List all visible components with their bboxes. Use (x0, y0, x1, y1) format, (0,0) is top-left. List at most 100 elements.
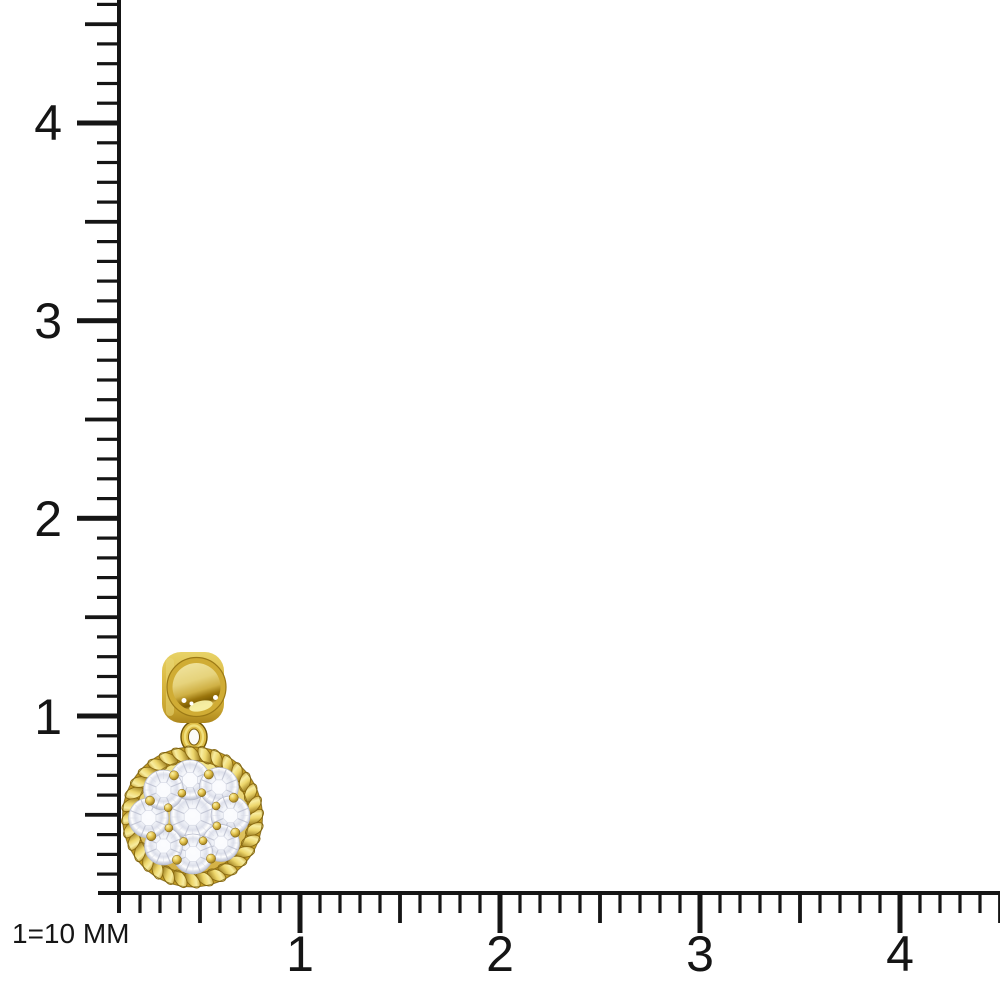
h-ruler-tick-minor (818, 891, 822, 913)
h-ruler-tick-minor (338, 891, 342, 913)
h-ruler-tick-minor (918, 891, 922, 913)
v-ruler-tick-medium (85, 615, 121, 620)
prong-bead (179, 837, 188, 846)
h-ruler-tick-minor (878, 891, 882, 913)
h-ruler-tick-minor (258, 891, 262, 913)
prong-bead (211, 801, 221, 811)
v-ruler-tick-minor (97, 338, 121, 342)
bail-sparkle-dot (213, 695, 218, 700)
prong-bead (203, 769, 214, 780)
h-ruler-tick-medium (798, 891, 802, 923)
h-ruler-tick-major (497, 891, 503, 933)
v-ruler-tick-minor (97, 240, 121, 244)
h-ruler-tick-minor (958, 891, 962, 913)
prong-bead (172, 854, 182, 865)
v-ruler-tick-minor (97, 160, 121, 165)
h-ruler-tick-minor (158, 891, 162, 913)
v-ruler-tick-minor (97, 358, 121, 362)
prong-bead (228, 792, 239, 803)
h-ruler-tick-minor (318, 891, 322, 913)
v-ruler-tick-minor (97, 556, 121, 560)
h-ruler-tick-medium (398, 891, 402, 923)
v-ruler-tick-major (77, 318, 121, 324)
v-ruler-tick-medium (85, 812, 121, 817)
prong-bead (197, 788, 207, 797)
rope-outer-edge (122, 746, 263, 888)
v-ruler-tick-minor (97, 477, 121, 481)
h-ruler-tick-minor (518, 891, 522, 913)
v-ruler-tick-major (77, 120, 121, 126)
v-ruler-tick-major (77, 515, 121, 521)
v-ruler-tick-minor (97, 437, 121, 441)
h-ruler-tick-minor (578, 891, 582, 913)
prong-bead (212, 821, 222, 831)
pendant (121, 745, 264, 889)
prong-bead (198, 836, 208, 846)
v-ruler-tick-minor (97, 259, 121, 263)
charm-photo (121, 652, 264, 889)
h-ruler-tick-minor (758, 891, 762, 913)
h-ruler-label-4: 4 (886, 926, 914, 982)
v-ruler-tick-minor (97, 872, 121, 876)
v-ruler-tick-minor (97, 595, 121, 599)
v-ruler-tick-minor (97, 694, 121, 698)
h-ruler-tick-minor (778, 891, 782, 913)
v-ruler-tick-minor (97, 655, 121, 659)
jump-ring-hole (188, 728, 200, 746)
v-ruler-tick-minor (97, 398, 121, 402)
v-ruler-label-2: 2 (34, 491, 62, 547)
h-ruler-tick-minor (978, 891, 982, 913)
v-ruler-tick-minor (97, 753, 121, 758)
h-ruler-tick-minor (238, 891, 242, 913)
bail-sparkle-dot (181, 698, 187, 703)
h-ruler-tick-medium (598, 891, 602, 923)
h-ruler-tick-minor (458, 891, 462, 913)
v-ruler-tick-medium (85, 417, 121, 422)
v-ruler-tick-minor (97, 674, 121, 679)
h-ruler-tick-minor (738, 891, 742, 913)
v-ruler-tick-minor (97, 42, 121, 46)
prong-beads (145, 769, 241, 865)
h-ruler-tick-minor (938, 891, 942, 913)
v-ruler-label-1: 1 (34, 689, 62, 745)
v-ruler-tick-minor (97, 457, 121, 461)
horizontal-ruler (98, 891, 1000, 933)
h-ruler-line (98, 891, 1000, 895)
h-ruler-tick-minor (178, 891, 182, 913)
h-ruler-tick-minor (378, 891, 382, 913)
v-ruler-tick-minor (97, 576, 121, 580)
h-ruler-tick-minor (638, 891, 642, 913)
v-ruler-tick-minor (97, 497, 121, 501)
v-ruler-tick-minor (97, 378, 121, 382)
prong-bead (145, 795, 155, 806)
vertical-ruler (77, 0, 121, 913)
h-ruler-tick-major (297, 891, 303, 933)
v-ruler-tick-minor (97, 62, 121, 66)
h-ruler-label-1: 1 (286, 926, 314, 982)
h-ruler-tick-minor (618, 891, 622, 913)
h-ruler-tick-minor (558, 891, 562, 913)
prong-bead (163, 803, 173, 812)
h-ruler-tick-minor (278, 891, 282, 913)
scale-note: 1=10 MM (12, 918, 130, 949)
v-ruler-tick-minor (97, 833, 121, 837)
h-ruler-tick-medium (998, 891, 1000, 923)
h-ruler-tick-minor (418, 891, 422, 913)
v-ruler-tick-minor (97, 793, 121, 797)
prong-bead (230, 827, 241, 838)
v-ruler-label-3: 3 (34, 293, 62, 349)
h-ruler-tick-minor (718, 891, 722, 913)
h-ruler-tick-minor (678, 891, 682, 913)
v-ruler-tick-minor (97, 299, 121, 303)
v-ruler-line (117, 0, 121, 913)
horizontal-ruler-labels: 1 2 3 4 (286, 926, 914, 982)
prong-bead (177, 788, 187, 798)
h-ruler-tick-minor (438, 891, 442, 913)
v-ruler-tick-minor (97, 200, 121, 204)
h-ruler-tick-major (897, 891, 903, 933)
h-ruler-tick-minor (838, 891, 842, 913)
h-ruler-tick-medium (198, 891, 202, 923)
prong-bead (206, 853, 216, 864)
